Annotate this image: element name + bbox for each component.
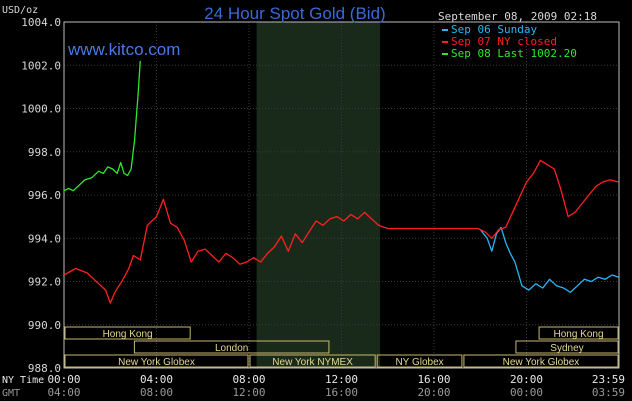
session-box	[64, 354, 249, 368]
y-axis-label: USD/oz	[2, 5, 38, 16]
session-label: New York NYMEX	[272, 357, 353, 368]
session-label: New York Globex	[503, 357, 580, 368]
session-box	[376, 354, 463, 368]
series-line	[63, 60, 141, 192]
y-tick-label: 998.0	[28, 146, 61, 159]
x-tick-label: 16:00	[325, 386, 358, 399]
legend-entry: Sep 07 NY closed	[451, 35, 557, 48]
session-label: NY Globex	[395, 357, 443, 368]
trading-sessions: Hong Kong Hong Kong London Sydney New York G…	[64, 326, 619, 368]
session-label: Sydney	[550, 343, 583, 354]
y-tick-label: 988.0	[28, 362, 61, 375]
session-box	[133, 340, 330, 354]
legend-entry: Sep 08 Last 1002.20	[451, 47, 577, 60]
x-tick-label: 00:00	[47, 373, 80, 386]
x-tick-label: 12:00	[232, 386, 265, 399]
session-box	[249, 354, 376, 368]
timestamp: September 08, 2009 02:18	[438, 10, 597, 23]
chart-title: 24 Hour Spot Gold (Bid)	[204, 4, 385, 23]
session-label: Hong Kong	[103, 329, 153, 340]
x-tick-label: 03:59	[592, 386, 625, 399]
x-axis: NY Time 00:00 04:00 08:00 12:00 16:00 20:00 23:…	[2, 373, 625, 399]
y-tick-label: 1004.0	[21, 16, 61, 29]
session-box	[515, 340, 619, 354]
x-tick-label: 08:00	[140, 386, 173, 399]
plot-area-border	[63, 21, 620, 369]
x-tick-label: 20:00	[510, 373, 543, 386]
x-axis-row-label: GMT	[2, 388, 20, 399]
y-tick-label: 1000.0	[21, 103, 61, 116]
x-tick-label: 16:00	[417, 373, 450, 386]
y-tick-label: 990.0	[28, 319, 61, 332]
x-tick-label: 12:00	[325, 373, 358, 386]
y-tick-label: 1002.0	[21, 59, 61, 72]
y-tick-label: 992.0	[28, 276, 61, 289]
y-tick-label: 994.0	[28, 232, 61, 245]
x-tick-label: 08:00	[232, 373, 265, 386]
x-axis-row-label: NY Time	[2, 375, 44, 386]
x-tick-label: 20:00	[417, 386, 450, 399]
x-tick-label: 00:00	[510, 386, 543, 399]
y-tick-label: 996.0	[28, 189, 61, 202]
x-tick-label: 04:00	[140, 373, 173, 386]
session-box	[64, 326, 191, 340]
session-label: London	[215, 343, 248, 354]
session-label: New York Globex	[118, 357, 195, 368]
session-label: Hong Kong	[554, 329, 604, 340]
session-box	[463, 354, 619, 368]
legend-entry: Sep 06 Sunday	[451, 23, 537, 36]
price-series	[63, 60, 620, 304]
series-line	[63, 159, 619, 304]
x-tick-label: 04:00	[47, 386, 80, 399]
x-tick-label: 23:59	[592, 373, 625, 386]
session-box	[538, 326, 619, 340]
y-axis-ticks: 1004.0 1002.0 1000.0 998.0 996.0 994.0 992.0 99…	[21, 16, 61, 375]
watermark: www.kitco.com	[67, 40, 180, 59]
